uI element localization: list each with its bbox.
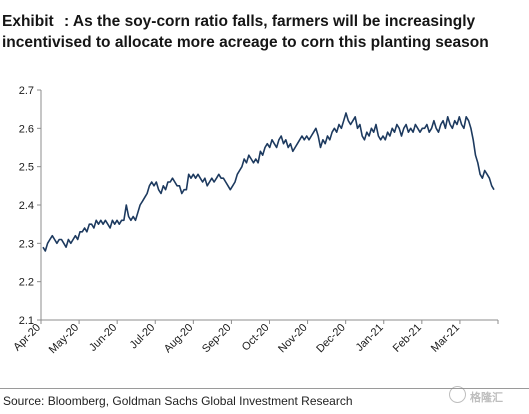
source-note: Source: Bloomberg, Goldman Sachs Global … bbox=[3, 394, 353, 408]
x-tick-label: Jul-20 bbox=[128, 322, 158, 352]
title-text-1: : As the soy-corn ratio falls, farmers w… bbox=[64, 13, 476, 30]
exhibit-label: Exhibit bbox=[2, 13, 54, 30]
x-tick-label: Jun-20 bbox=[87, 322, 119, 354]
x-tick-label: Nov-20 bbox=[276, 322, 310, 356]
x-tick-label: Sep-20 bbox=[200, 322, 234, 356]
y-tick-label: 2.4 bbox=[19, 200, 34, 212]
chart-area: 2.1 2.2 2.3 2.4 2.5 2.6 2.7 Apr-20 May-20 Jun-20 J… bbox=[0, 70, 529, 390]
x-tick-label: Mar-21 bbox=[429, 322, 462, 355]
source-divider bbox=[0, 388, 529, 389]
x-tick-label: Dec-20 bbox=[314, 322, 348, 356]
y-tick-label: 2.3 bbox=[19, 238, 34, 250]
y-tick-label: 2.5 bbox=[19, 162, 34, 174]
y-tick-label: 2.6 bbox=[19, 123, 34, 135]
x-tick-label: Jan-21 bbox=[354, 322, 386, 354]
watermark-logo-icon bbox=[449, 386, 466, 403]
x-tick-label: Oct-20 bbox=[240, 322, 272, 354]
x-tick-label: Aug-20 bbox=[162, 322, 196, 356]
chart-title: Exhibit : As the soy-corn ratio falls, fa… bbox=[2, 11, 524, 53]
x-tick-label: Feb-21 bbox=[391, 322, 424, 355]
title-line-2: incentivised to allocate more acreage to… bbox=[2, 34, 489, 51]
series-line bbox=[42, 112, 495, 252]
y-tick-label: 2.7 bbox=[19, 85, 34, 97]
watermark: 格隆汇 bbox=[447, 380, 525, 410]
y-tick-label: 2.2 bbox=[19, 277, 34, 289]
y-tick-label: 2.1 bbox=[19, 315, 34, 327]
x-tick-label: May-20 bbox=[47, 322, 81, 356]
title-line-1: Exhibit : As the soy-corn ratio falls, fa… bbox=[2, 11, 524, 32]
watermark-text: 格隆汇 bbox=[470, 392, 503, 404]
